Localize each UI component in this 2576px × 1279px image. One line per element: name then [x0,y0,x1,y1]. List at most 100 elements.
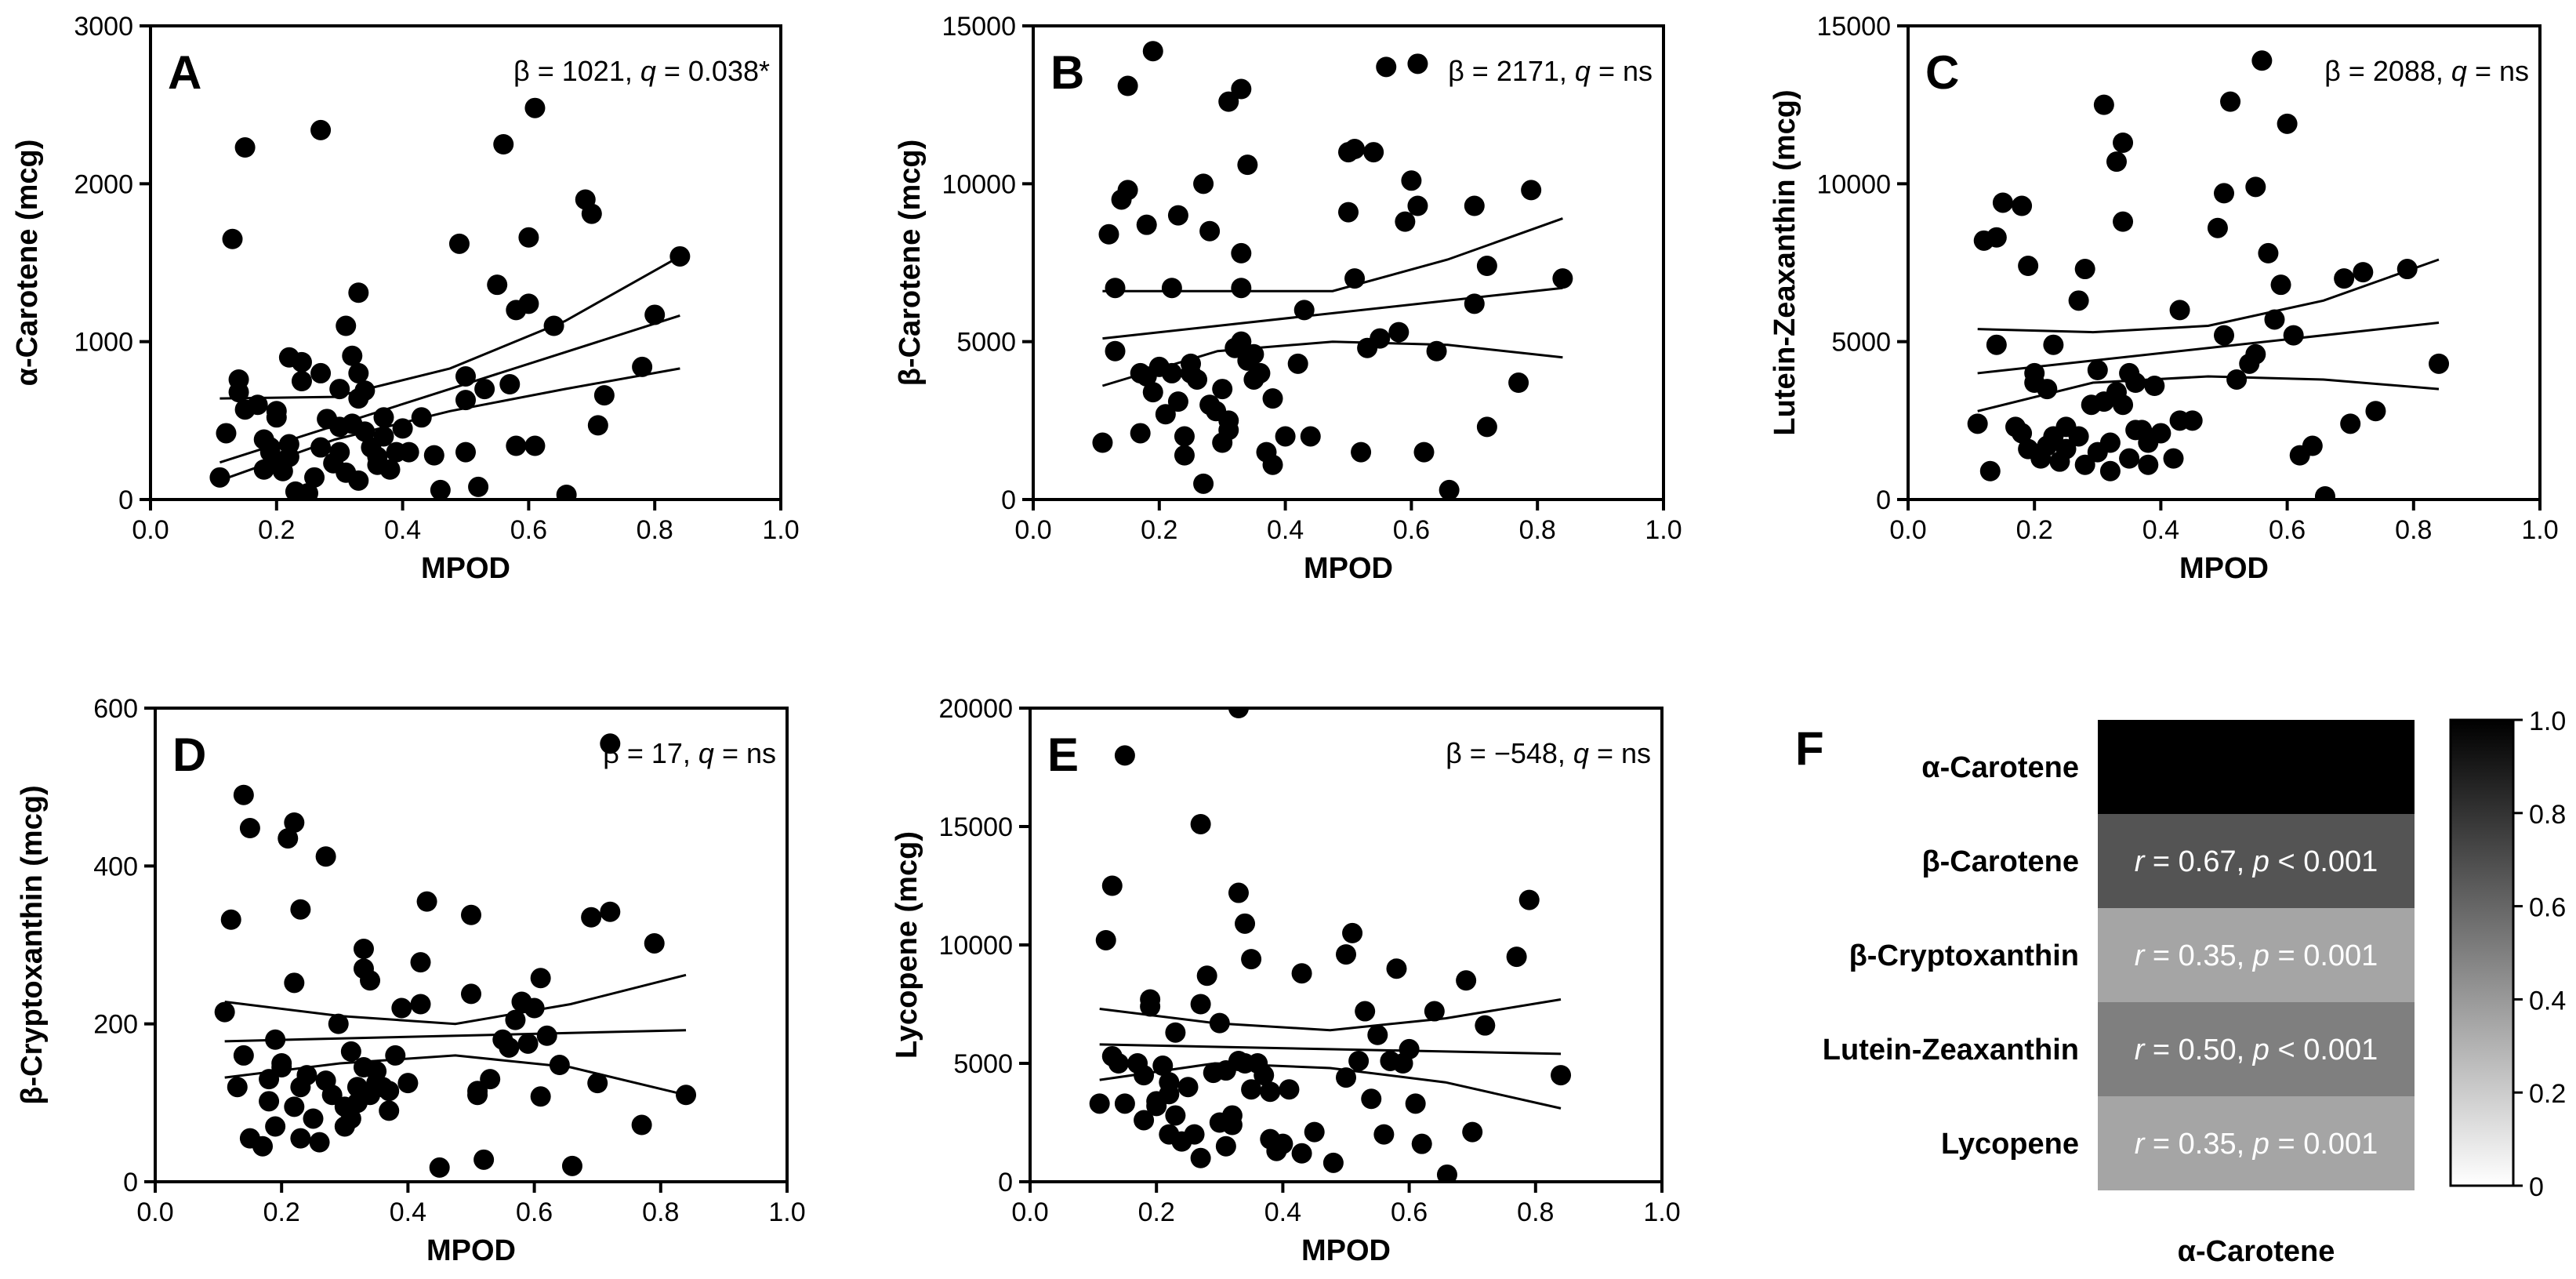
data-point [222,228,243,249]
data-point [581,203,602,224]
colorbar-tick-label: 0.6 [2529,893,2566,923]
data-point [209,467,230,488]
data-point [1241,1079,1262,1100]
x-tick-label: 1.0 [762,515,799,545]
plot-area [209,97,691,500]
x-axis-label: MPOD [2179,552,2269,585]
data-point [1165,1022,1186,1043]
beta-text: β = 2088, [2324,55,2451,87]
ci-upper-band [1099,998,1562,1032]
data-point [1475,1015,1496,1036]
panel-c: 0.0 0.2 0.4 0.6 0.8 1.0 0 5000 10000 15000 MPOD Lut… [1769,12,2559,585]
data-point [1426,340,1447,362]
data-point [487,274,508,296]
data-point [518,293,539,314]
panel-letter: B [1050,46,1084,99]
data-point [1114,1093,1135,1114]
data-point [1462,1121,1483,1143]
data-point [303,1108,324,1129]
data-point [631,1114,652,1135]
data-point [1228,882,1249,903]
data-point [1304,1121,1325,1143]
q-value: = ns [714,737,776,769]
data-point [2074,454,2095,475]
y-tick-label: 10000 [1816,169,1891,199]
data-point [2055,438,2077,460]
beta-text: β = 1021, [513,55,640,87]
data-point [448,233,470,254]
data-point [233,1045,254,1066]
x-tick-label: 0.4 [1267,515,1304,545]
data-point [1518,889,1540,910]
data-point [1279,1079,1300,1100]
data-point [239,818,260,839]
data-point [1212,379,1233,400]
y-tick-label: 20000 [938,694,1013,724]
data-point [1464,195,1485,216]
data-point [227,1077,248,1098]
ci-upper-band [1102,217,1563,292]
data-point [220,909,241,930]
plot-frame [1907,24,2542,501]
y-tick-label: 0 [1876,485,1891,515]
x-tick-label: 0.8 [1519,515,1556,545]
x-tick-label: 1.0 [1643,1197,1680,1227]
data-point [1221,1105,1243,1126]
r-value: = 0.35, [2144,939,2252,972]
data-point [1117,75,1138,96]
data-point [2074,259,2095,280]
data-point [1262,454,1283,475]
panel-letter: F [1795,722,1824,775]
data-point [1291,963,1312,984]
data-point [2163,448,2184,469]
data-point [1177,1077,1199,1098]
colorbar [2449,718,2515,1187]
data-point [234,137,256,158]
panel-e: 0.0 0.2 0.4 0.6 0.8 1.0 0 5000 10000 15000 20000 MP… [891,694,1681,1267]
data-point [1386,958,1407,979]
data-point [2270,274,2291,296]
data-point [1272,1133,1293,1154]
x-tick-label: 0.6 [1391,1197,1428,1227]
data-point [2018,256,2039,277]
x-tick-label: 0.8 [2395,515,2432,545]
data-point [416,891,437,912]
panel-a: 0.0 0.2 0.4 0.6 0.8 1.0 0 1000 2000 3000 MPOD α-Car… [11,12,800,585]
data-point [600,901,621,922]
x-tick-label: 0.6 [516,1197,553,1227]
data-point [1167,391,1188,412]
data-point [2012,423,2033,444]
data-point [1436,1164,1457,1182]
data-point [2043,334,2064,355]
data-point [2245,176,2266,198]
data-point [1140,996,1161,1017]
colorbar-tick-label: 0.2 [2529,1079,2566,1109]
data-point [385,1045,406,1066]
data-point [284,812,305,833]
q-symbol: q [2451,55,2467,87]
data-point [2113,394,2134,416]
data-point [348,470,369,491]
ci-upper-band [224,973,687,1026]
data-point [310,362,332,383]
x-tick-label: 0.8 [642,1197,679,1227]
data-point [410,952,431,973]
stat-annotation: β = 2088, q = ns [2324,55,2529,87]
y-tick-label: 400 [93,852,138,881]
data-point [1506,947,1527,968]
data-point [214,1001,235,1023]
heatmap-cell-label: r = 0.50, p < 0.001 [2135,1034,2378,1066]
data-point [1407,195,1428,216]
data-point [1215,1135,1236,1157]
data-point [1136,214,1157,235]
data-point [265,1116,286,1137]
y-axis-label: β-Carotene (mcg) [894,140,927,387]
data-point [1190,813,1211,834]
data-point [1260,1081,1281,1103]
p-value: = 0.001 [2269,1128,2378,1161]
x-tick-label: 0.6 [510,515,547,545]
data-point [2113,132,2134,153]
data-point [397,1073,419,1094]
data-point [600,733,621,754]
data-point [373,426,394,447]
